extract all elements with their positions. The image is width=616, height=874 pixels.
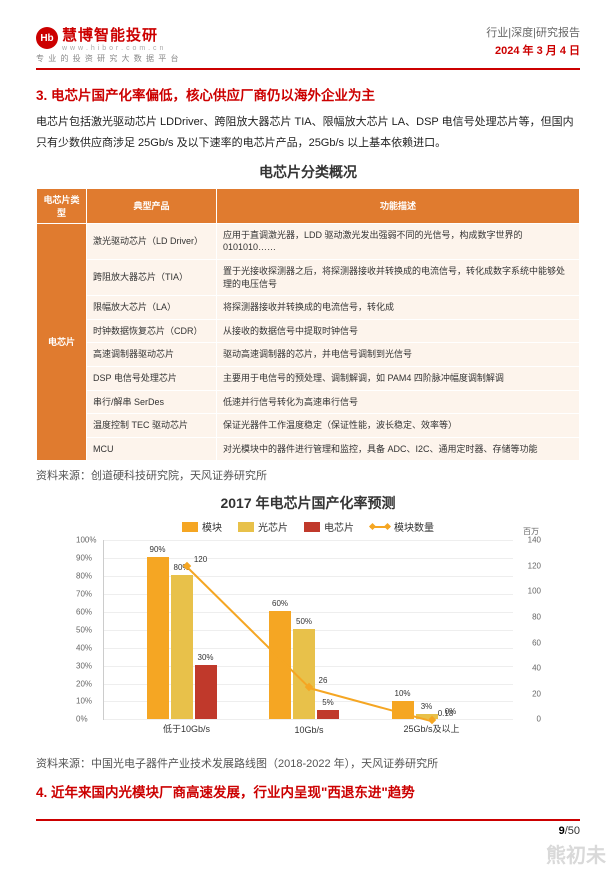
chip-classification-table: 电芯片类型典型产品功能描述 电芯片激光驱动芯片（LD Driver）应用于直调激…: [36, 188, 580, 462]
chart-title: 2017 年电芯片国产化率预测: [36, 493, 580, 513]
domesticization-chart: 模块 光芯片 电芯片 模块数量 百万 0%10%20%30%40%50%60%7…: [73, 519, 543, 749]
logo-text: 慧博智能投研: [62, 24, 164, 45]
table-row: DSP 电信号处理芯片主要用于电信号的预处理、调制解调，如 PAM4 四阶脉冲幅…: [37, 366, 580, 390]
chart-legend: 模块 光芯片 电芯片 模块数量: [73, 519, 543, 534]
report-date: 2024 年 3 月 4 日: [486, 42, 580, 58]
section-4-title: 4. 近年来国内光模块厂商高速发展，行业内呈现"西退东进"趋势: [36, 781, 580, 801]
report-category: 行业|深度|研究报告: [486, 24, 580, 40]
watermark: 熊初未: [546, 839, 606, 868]
table-row: MCU对光模块中的器件进行管理和监控，具备 ADC、I2C、通用定时器、存储等功…: [37, 437, 580, 461]
table-row: 时钟数据恢复芯片（CDR）从接收的数据信号中提取时钟信号: [37, 319, 580, 343]
chart-source: 资料来源：中国光电子器件产业技术发展路线图（2018-2022 年），天风证券研…: [36, 755, 580, 771]
table-row: 温度控制 TEC 驱动芯片保证光器件工作温度稳定（保证性能，波长稳定、效率等）: [37, 414, 580, 438]
logo-badge: Hb: [36, 27, 58, 49]
table-header: 典型产品: [87, 188, 217, 223]
logo-subtitle: 专 业 的 投 资 研 究 大 数 据 平 台: [36, 53, 179, 64]
page-footer: 9/50: [36, 819, 580, 837]
table-header: 电芯片类型: [37, 188, 87, 223]
table-row: 电芯片激光驱动芯片（LD Driver）应用于直调激光器，LDD 驱动激光发出强…: [37, 223, 580, 259]
logo-url: w w w . h i b o r . c o m . c n: [62, 45, 164, 52]
section-3-title: 3. 电芯片国产化率偏低，核心供应厂商仍以海外企业为主: [36, 84, 580, 104]
page-header: Hb 慧博智能投研 w w w . h i b o r . c o m . c …: [36, 24, 580, 70]
table-row: 跨阻放大器芯片（TIA）置于光接收探测器之后，将探测器接收并转换成的电流信号，转…: [37, 259, 580, 295]
table-row: 限幅放大芯片（LA）将探测器接收并转换成的电流信号，转化成: [37, 296, 580, 320]
table-row: 高速调制器驱动芯片驱动高速调制器的芯片，并电信号调制到光信号: [37, 343, 580, 367]
table-title: 电芯片分类概况: [36, 162, 580, 182]
table-row: 串行/解串 SerDes低速并行信号转化为高速串行信号: [37, 390, 580, 414]
table-source: 资料来源：创道硬科技研究院，天风证券研究所: [36, 467, 580, 483]
table-header: 功能描述: [217, 188, 580, 223]
body-paragraph: 电芯片包括激光驱动芯片 LDDriver、跨阻放大器芯片 TIA、限幅放大芯片 …: [36, 112, 580, 154]
